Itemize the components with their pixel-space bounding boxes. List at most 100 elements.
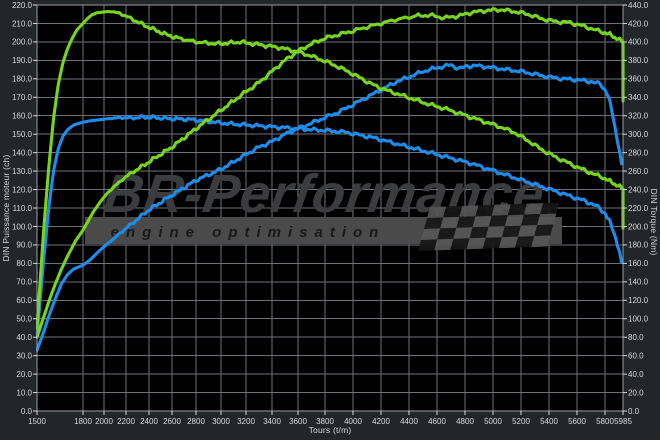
x-tick-label: 4800	[456, 417, 474, 426]
x-tick-label: 1500	[28, 417, 46, 426]
y-right-tick-label: 0.0	[628, 407, 640, 416]
y-left-tick-label: 10.0	[16, 388, 32, 397]
flag-cell	[472, 215, 492, 228]
flag-cell	[534, 224, 554, 237]
x-tick-label: 5400	[540, 417, 558, 426]
x-axis-title: Tours (t/m)	[309, 425, 352, 435]
flag-cell	[523, 203, 544, 215]
watermark: BR-Performance engine optimisation	[85, 164, 562, 251]
flag-cell	[531, 235, 551, 248]
y-left-tick-label: 150.0	[12, 130, 33, 139]
y-left-tick-label: 40.0	[16, 333, 32, 342]
flag-cell	[485, 226, 505, 238]
y-right-tick-label: 160.0	[628, 259, 649, 268]
x-tick-label: 3400	[263, 417, 281, 426]
y-left-tick-label: 30.0	[16, 351, 32, 360]
flag-cell	[540, 202, 560, 215]
y-right-tick-label: 100.0	[628, 315, 649, 324]
flag-cell	[424, 217, 444, 229]
y-left-tick-label: 140.0	[12, 148, 33, 157]
y-right-tick-label: 380.0	[628, 56, 649, 65]
y-left-tick-label: 160.0	[12, 112, 33, 121]
y-left-axis-title: DIN Puissance moteur (ch)	[1, 154, 11, 261]
y-right-tick-label: 140.0	[628, 278, 649, 287]
flag-cell	[466, 237, 486, 250]
y-right-tick-label: 20.0	[628, 388, 644, 397]
y-left-tick-label: 180.0	[12, 75, 33, 84]
x-tick-label: 3800	[316, 417, 334, 426]
flag-cell	[482, 237, 502, 249]
flag-cell	[421, 228, 441, 240]
x-tick-label: 4400	[400, 417, 418, 426]
flag-cell	[459, 205, 479, 217]
y-left-tick-label: 20.0	[16, 370, 32, 379]
y-left-tick-label: 60.0	[16, 296, 32, 305]
x-tick-label: 2000	[95, 417, 113, 426]
flag-cell	[498, 236, 519, 249]
flag-cell	[443, 205, 463, 218]
flag-cell	[515, 236, 535, 248]
x-tick-label: 4000	[344, 417, 362, 426]
flag-cell	[504, 214, 524, 227]
y-left-tick-label: 190.0	[12, 56, 33, 65]
flag-cell	[469, 226, 489, 239]
x-tick-label: 2800	[187, 417, 205, 426]
y-right-tick-label: 280.0	[628, 148, 649, 157]
y-left-tick-label: 110.0	[13, 204, 33, 213]
y-left-tick-label: 170.0	[12, 93, 33, 102]
axis-ticks: 220.0 210.0 200.0 190.0 180.0 170.0 160.0 150.0…	[12, 1, 649, 426]
flag-cell	[434, 238, 454, 251]
flag-cell	[491, 204, 511, 216]
x-tick-label: 5600	[568, 417, 586, 426]
flag-cell	[450, 238, 470, 250]
y-right-tick-label: 80.0	[628, 333, 644, 342]
y-right-tick-label: 120.0	[628, 296, 649, 305]
y-right-tick-label: 320.0	[628, 112, 649, 121]
y-right-tick-label: 340.0	[628, 93, 649, 102]
y-right-tick-label: 40.0	[628, 370, 644, 379]
flag-cell	[475, 204, 495, 217]
flag-cell	[488, 215, 508, 227]
curve-torque-stock	[36, 113, 624, 339]
y-left-tick-label: 210.0	[12, 19, 33, 28]
flag-cell	[418, 239, 438, 251]
checkered-flag-icon	[418, 202, 560, 251]
y-right-tick-label: 220.0	[628, 204, 649, 213]
dyno-curves	[36, 7, 625, 352]
x-tick-label: 3600	[289, 417, 307, 426]
flag-cell	[437, 227, 457, 240]
x-tick-label: 5200	[512, 417, 530, 426]
y-right-tick-label: 260.0	[628, 167, 649, 176]
x-tick-label: 1800	[74, 417, 92, 426]
flag-cell	[521, 214, 541, 226]
curve-power-tuned	[36, 7, 625, 339]
y-left-tick-label: 70.0	[16, 278, 32, 287]
y-right-tick-label: 420.0	[628, 19, 649, 28]
flag-cell	[537, 213, 557, 226]
x-tick-label: 2200	[117, 417, 135, 426]
x-tick-label: 4200	[372, 417, 390, 426]
y-left-tick-label: 0.0	[21, 407, 33, 416]
x-tick-label: 5985	[614, 417, 632, 426]
curve-power-stock	[36, 62, 624, 352]
y-left-tick-label: 120.0	[12, 185, 33, 194]
y-right-tick-label: 180.0	[628, 241, 649, 250]
flag-cell	[453, 227, 473, 239]
curve-torque-tuned	[36, 10, 625, 330]
y-right-tick-label: 360.0	[628, 75, 649, 84]
x-tick-label: 4600	[428, 417, 446, 426]
y-right-tick-label: 240.0	[628, 185, 649, 194]
flag-cell	[440, 216, 460, 229]
y-right-tick-label: 200.0	[628, 222, 649, 231]
y-left-tick-label: 80.0	[16, 259, 32, 268]
y-right-tick-label: 300.0	[628, 130, 649, 139]
y-left-tick-label: 130.0	[12, 167, 33, 176]
flag-cell	[501, 225, 522, 238]
x-tick-label: 5800	[596, 417, 614, 426]
x-tick-label: 2600	[163, 417, 181, 426]
flag-cell	[507, 203, 527, 216]
x-tick-label: 3000	[212, 417, 230, 426]
y-left-tick-label: 200.0	[12, 38, 33, 47]
